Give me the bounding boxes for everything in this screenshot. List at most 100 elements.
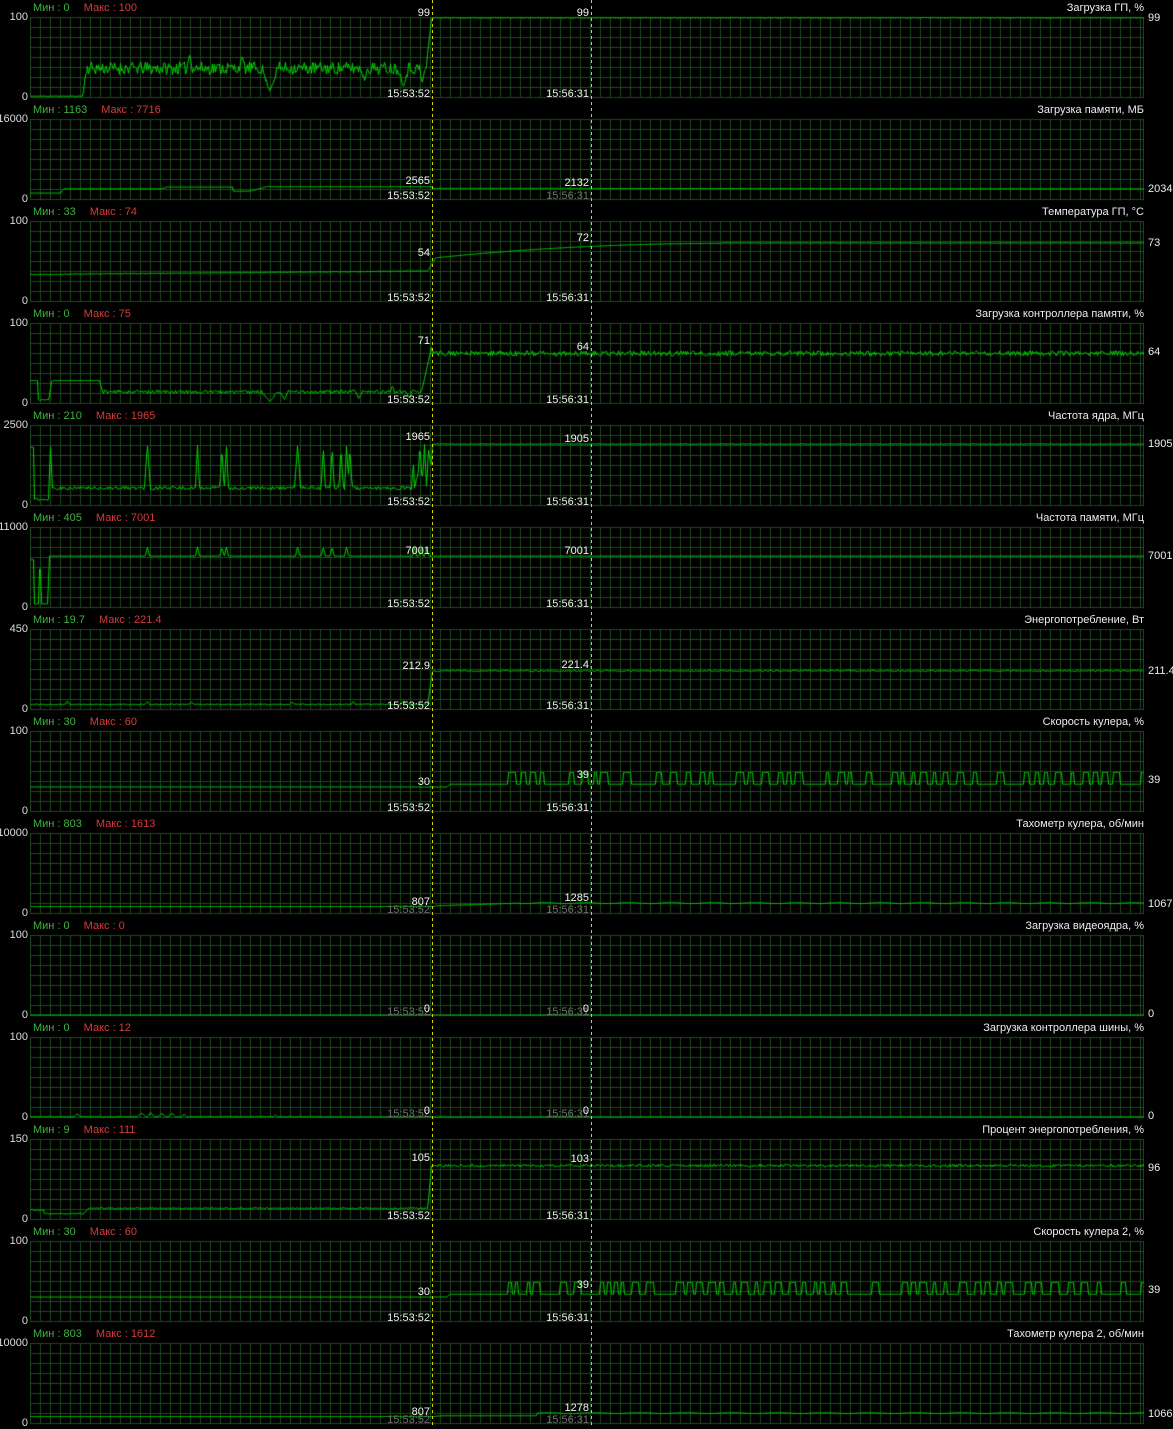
chart-plot[interactable]	[30, 423, 1144, 507]
cursor-value-label: 39	[576, 1278, 589, 1291]
panel-title: Тахометр кулера, об/мин	[1016, 818, 1144, 830]
cursor-time-label: 15:56:31	[546, 904, 589, 916]
panel-min-label: Мин : 33	[33, 206, 76, 218]
cursor-value-label: 0	[582, 1105, 589, 1117]
panel-title: Частота памяти, МГц	[1035, 512, 1144, 524]
chart-plot[interactable]	[30, 1239, 1144, 1323]
chart-plot[interactable]	[30, 729, 1144, 813]
cursor-time-label: 15:53:52	[387, 394, 430, 406]
cursor-value-label: 807	[411, 895, 430, 908]
panel-min-label: Мин : 803	[33, 818, 82, 830]
panel-max-label: Макс : 1965	[95, 410, 156, 422]
cursor-value-label: 71	[417, 335, 430, 348]
panel-title: Скорость кулера, %	[1042, 716, 1144, 728]
cursor-value-label: 30	[417, 1286, 430, 1298]
y-axis-min-label: 0	[21, 499, 28, 511]
chart-plot[interactable]	[30, 933, 1144, 1017]
cursor-time-label: 15:56:31	[546, 1210, 589, 1222]
panel-max-label: Макс : 1612	[95, 1328, 156, 1340]
current-value-label: 64	[1148, 345, 1161, 358]
chart-plot[interactable]	[30, 1341, 1144, 1425]
panel-min-label: Мин : 803	[33, 1328, 82, 1340]
panel-max-label: Макс : 7716	[101, 104, 161, 116]
cursor-value-label: 2565	[405, 175, 430, 188]
chart-plot[interactable]	[30, 117, 1144, 201]
chart-plot[interactable]	[30, 15, 1144, 99]
monitor-panel: Мин : 803 Макс : 1612 Тахометр кулера 2, о…	[0, 1326, 1173, 1429]
monitor-panel: Мин : 0 Макс : 12 Загрузка контроллера шин…	[0, 1020, 1173, 1123]
cursor-time-label: 15:53:52	[387, 1006, 430, 1018]
panel-minmax-header: Мин : 0 Макс : 0	[33, 920, 125, 932]
cursor-time-label: 15:56:31	[546, 1006, 589, 1018]
current-value-label: 96	[1148, 1161, 1161, 1174]
panel-title: Процент энергопотребления, %	[982, 1124, 1144, 1136]
panel-max-label: Макс : 12	[83, 1022, 131, 1034]
y-axis-min-label: 0	[21, 193, 28, 205]
y-axis-min-label: 0	[21, 601, 28, 613]
current-value-label: 73	[1148, 236, 1161, 249]
cursor-time-label: 15:56:31	[546, 802, 589, 814]
panel-title: Загрузка контроллера шины, %	[983, 1022, 1144, 1034]
cursor-value-label: 1905	[564, 433, 589, 446]
panel-title: Тахометр кулера 2, об/мин	[1007, 1328, 1144, 1340]
panel-max-label: Макс : 7001	[95, 512, 156, 524]
current-value-label: 39	[1148, 773, 1161, 786]
cursor-time-label: 15:56:31	[546, 1312, 589, 1324]
time-cursor-line-2[interactable]	[591, 0, 592, 1428]
current-value-label: 99	[1148, 11, 1161, 24]
y-axis-min-label: 0	[21, 397, 28, 409]
monitor-panel: Мин : 210 Макс : 1965 Частота ядра, МГц 250…	[0, 408, 1173, 511]
chart-plot[interactable]	[30, 1137, 1144, 1221]
cursor-value-label: 99	[576, 6, 589, 19]
chart-plot[interactable]	[30, 219, 1144, 303]
panel-title: Частота ядра, МГц	[1048, 410, 1144, 422]
y-axis-max-label: 2500	[3, 419, 28, 431]
y-axis-min-label: 0	[21, 1315, 28, 1327]
monitor-panel: Мин : 9 Макс : 111 Процент энергопотреблен…	[0, 1122, 1173, 1225]
y-axis-max-label: 100	[9, 725, 28, 737]
cursor-time-label: 15:53:52	[387, 88, 430, 100]
cursor-value-label: 99	[417, 6, 430, 19]
y-axis-max-label: 100	[9, 1031, 28, 1043]
cursor-time-label: 15:53:52	[387, 190, 430, 202]
current-value-label: 0	[1148, 1110, 1155, 1122]
cursor-time-label: 15:56:31	[546, 700, 589, 712]
y-axis-min-label: 0	[21, 1213, 28, 1225]
cursor-value-label: 54	[417, 246, 430, 259]
cursor-value-label: 221.4	[561, 658, 589, 671]
panel-max-label: Макс : 0	[83, 920, 125, 932]
cursor-time-label: 15:53:52	[387, 1414, 430, 1426]
monitor-panel: Мин : 1163 Макс : 7716 Загрузка памяти, МБ…	[0, 102, 1173, 205]
y-axis-min-label: 0	[21, 91, 28, 103]
panel-min-label: Мин : 210	[33, 410, 82, 422]
cursor-time-label: 15:53:52	[387, 700, 430, 712]
cursor-value-label: 2132	[564, 177, 589, 190]
panel-min-label: Мин : 0	[33, 1022, 70, 1034]
chart-plot[interactable]	[30, 525, 1144, 609]
panel-minmax-header: Мин : 9 Макс : 111	[33, 1124, 135, 1136]
panel-minmax-header: Мин : 30 Макс : 60	[33, 716, 137, 728]
y-axis-max-label: 450	[9, 623, 28, 635]
y-axis-min-label: 0	[21, 805, 28, 817]
cursor-value-label: 0	[582, 1003, 589, 1015]
chart-plot[interactable]	[30, 321, 1144, 405]
cursor-value-label: 72	[576, 232, 589, 245]
chart-plot[interactable]	[30, 1035, 1144, 1119]
monitor-panel: Мин : 0 Макс : 0 Загрузка видеоядра, % 100 0…	[0, 918, 1173, 1021]
panel-minmax-header: Мин : 803 Макс : 1612	[33, 1328, 155, 1340]
y-axis-max-label: 11000	[0, 521, 28, 533]
y-axis-max-label: 100	[9, 11, 28, 23]
time-cursor-line-1[interactable]	[432, 0, 433, 1428]
panel-title: Загрузка ГП, %	[1066, 2, 1144, 14]
panel-title: Загрузка видеоядра, %	[1025, 920, 1144, 932]
monitor-panel: Мин : 0 Макс : 100 Загрузка ГП, % 100 0 15:53…	[0, 0, 1173, 103]
chart-plot[interactable]	[30, 627, 1144, 711]
panel-minmax-header: Мин : 30 Макс : 60	[33, 1226, 137, 1238]
y-axis-min-label: 0	[21, 1009, 28, 1021]
current-value-label: 211.4	[1148, 665, 1173, 678]
cursor-time-label: 15:56:31	[546, 292, 589, 304]
y-axis-min-label: 0	[21, 907, 28, 919]
chart-plot[interactable]	[30, 831, 1144, 915]
y-axis-max-label: 100	[9, 1235, 28, 1247]
